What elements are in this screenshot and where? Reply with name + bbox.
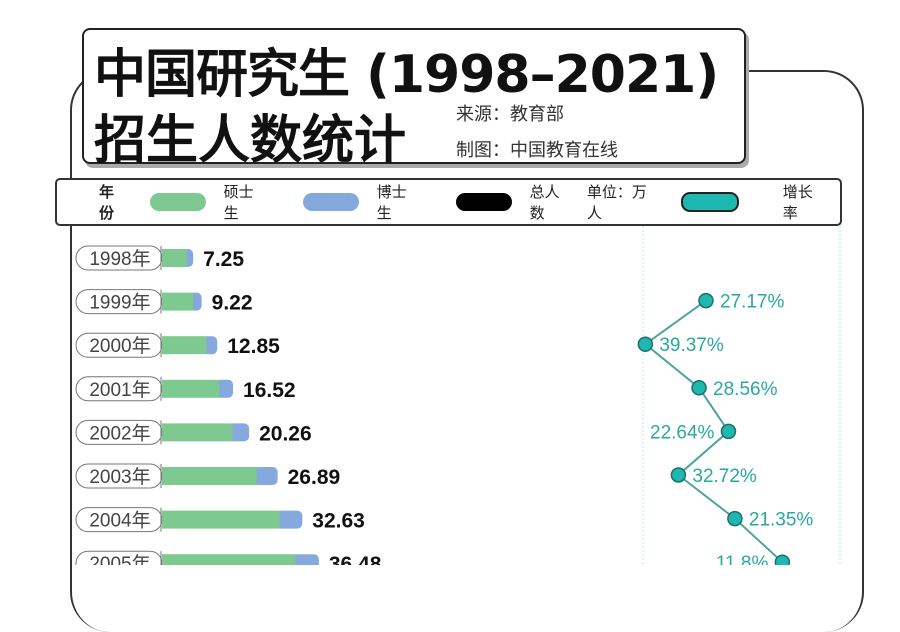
bar-doctoral	[252, 467, 278, 485]
source-text: 来源：教育部	[456, 104, 564, 125]
total-label: 26.89	[288, 466, 341, 489]
legend-swatch-masters	[149, 193, 206, 211]
growth-label: 39.37%	[659, 335, 724, 356]
total-label: 9.22	[212, 292, 253, 315]
growth-point	[774, 554, 791, 565]
chart-svg: 1998年 7.25 1999年 9.22 2000年 12.85 2001年 16.52 20…	[75, 226, 841, 565]
legend-unit: 单位：万人	[586, 183, 647, 222]
bar-masters	[162, 379, 220, 398]
year-label: 2000年	[89, 335, 150, 357]
bar-doctoral	[275, 510, 303, 529]
title-line1: 中国研究生 (1998–2021)	[94, 45, 719, 105]
growth-point	[720, 423, 737, 440]
growth-label: 32.72%	[692, 466, 757, 487]
growth-label: 22.64%	[650, 422, 715, 443]
total-label: 16.52	[243, 379, 296, 402]
total-label: 32.63	[312, 510, 365, 533]
legend-year: 年份	[99, 183, 115, 222]
year-label: 2001年	[89, 379, 150, 401]
legend-swatch-doctoral	[302, 193, 359, 211]
legend-doctoral: 博士生	[376, 183, 407, 222]
growth-point	[727, 510, 743, 527]
growth-point	[670, 467, 687, 483]
growth-label: 27.17%	[720, 292, 785, 313]
bar-masters	[162, 336, 207, 355]
growth-label: 28.56%	[713, 379, 778, 400]
title-box: 中国研究生 (1998–2021) 招生人数统计 来源：教育部 制图：中国教育在…	[82, 28, 746, 171]
total-label: 7.25	[203, 248, 244, 271]
legend: 年份 硕士生 博士生 总人数 单位：万人 增长率	[55, 178, 842, 226]
growth-point	[698, 292, 714, 309]
bar-masters	[162, 510, 280, 529]
bar-masters	[162, 467, 257, 485]
total-label: 36.48	[329, 553, 382, 565]
bar-doctoral	[228, 423, 250, 442]
bar-doctoral	[291, 554, 319, 565]
growth-point	[691, 380, 707, 396]
legend-masters: 硕士生	[223, 183, 254, 222]
bar-masters	[162, 292, 194, 311]
bar-masters	[162, 249, 187, 267]
year-label: 1998年	[89, 248, 150, 270]
year-label: 2002年	[89, 422, 150, 444]
total-label: 20.26	[259, 422, 312, 445]
legend-swatch-total	[455, 193, 512, 211]
legend-swatch-growth	[680, 192, 739, 212]
year-label: 2003年	[89, 466, 150, 488]
growth-label: 11.8%	[716, 553, 769, 565]
legend-total: 总人数	[529, 183, 560, 222]
year-label: 1999年	[89, 292, 150, 314]
legend-growth: 增长率	[782, 183, 813, 222]
bar-masters	[162, 423, 233, 442]
bar-masters	[162, 554, 296, 565]
growth-point	[637, 336, 654, 352]
year-label: 2005年	[89, 553, 150, 565]
title-line2: 招生人数统计	[94, 111, 407, 171]
year-label: 2004年	[89, 510, 150, 532]
growth-label: 21.35%	[749, 510, 814, 531]
bar-doctoral	[215, 379, 234, 398]
total-label: 12.85	[227, 335, 280, 358]
maker-text: 制图：中国教育在线	[456, 140, 618, 161]
